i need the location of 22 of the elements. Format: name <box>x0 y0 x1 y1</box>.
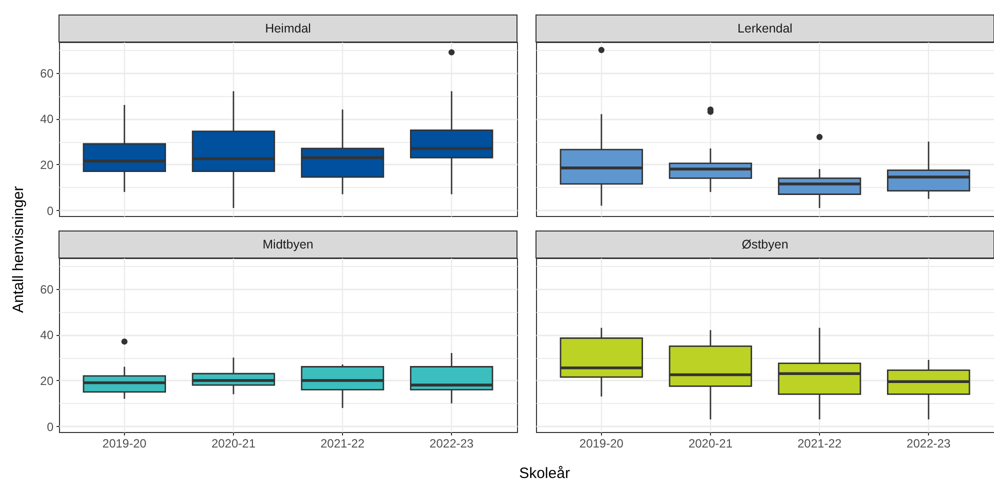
chart-title: Midtbyen <box>262 238 314 252</box>
y-axis-title: Antall henvisninger <box>10 186 27 313</box>
y-tick-label: 60 <box>40 282 54 296</box>
x-tick-label: 2019-20 <box>102 436 147 450</box>
x-tick-label: 2019-20 <box>579 436 624 450</box>
y-tick-label: 60 <box>40 66 54 80</box>
y-tick-label: 20 <box>40 374 54 388</box>
chart-title: Heimdal <box>265 22 311 36</box>
y-tick-label: 40 <box>40 328 54 342</box>
x-axis-title: Skoleår <box>519 465 570 479</box>
y-tick-label: 20 <box>40 158 54 172</box>
y-tick-label: 40 <box>40 112 54 126</box>
x-tick-label: 2021-22 <box>798 436 842 450</box>
chart-title: Lerkendal <box>738 22 792 36</box>
x-tick-label: 2020-21 <box>211 436 256 450</box>
x-tick-label: 2021-22 <box>320 436 365 450</box>
x-tick-label: 2020-21 <box>688 436 733 450</box>
y-tick-label: 0 <box>46 204 54 218</box>
x-tick-label: 2022-23 <box>906 436 951 450</box>
chart-title: Østbyen <box>742 238 788 252</box>
y-tick-label: 0 <box>46 420 54 434</box>
x-tick-label: 2022-23 <box>430 436 474 450</box>
